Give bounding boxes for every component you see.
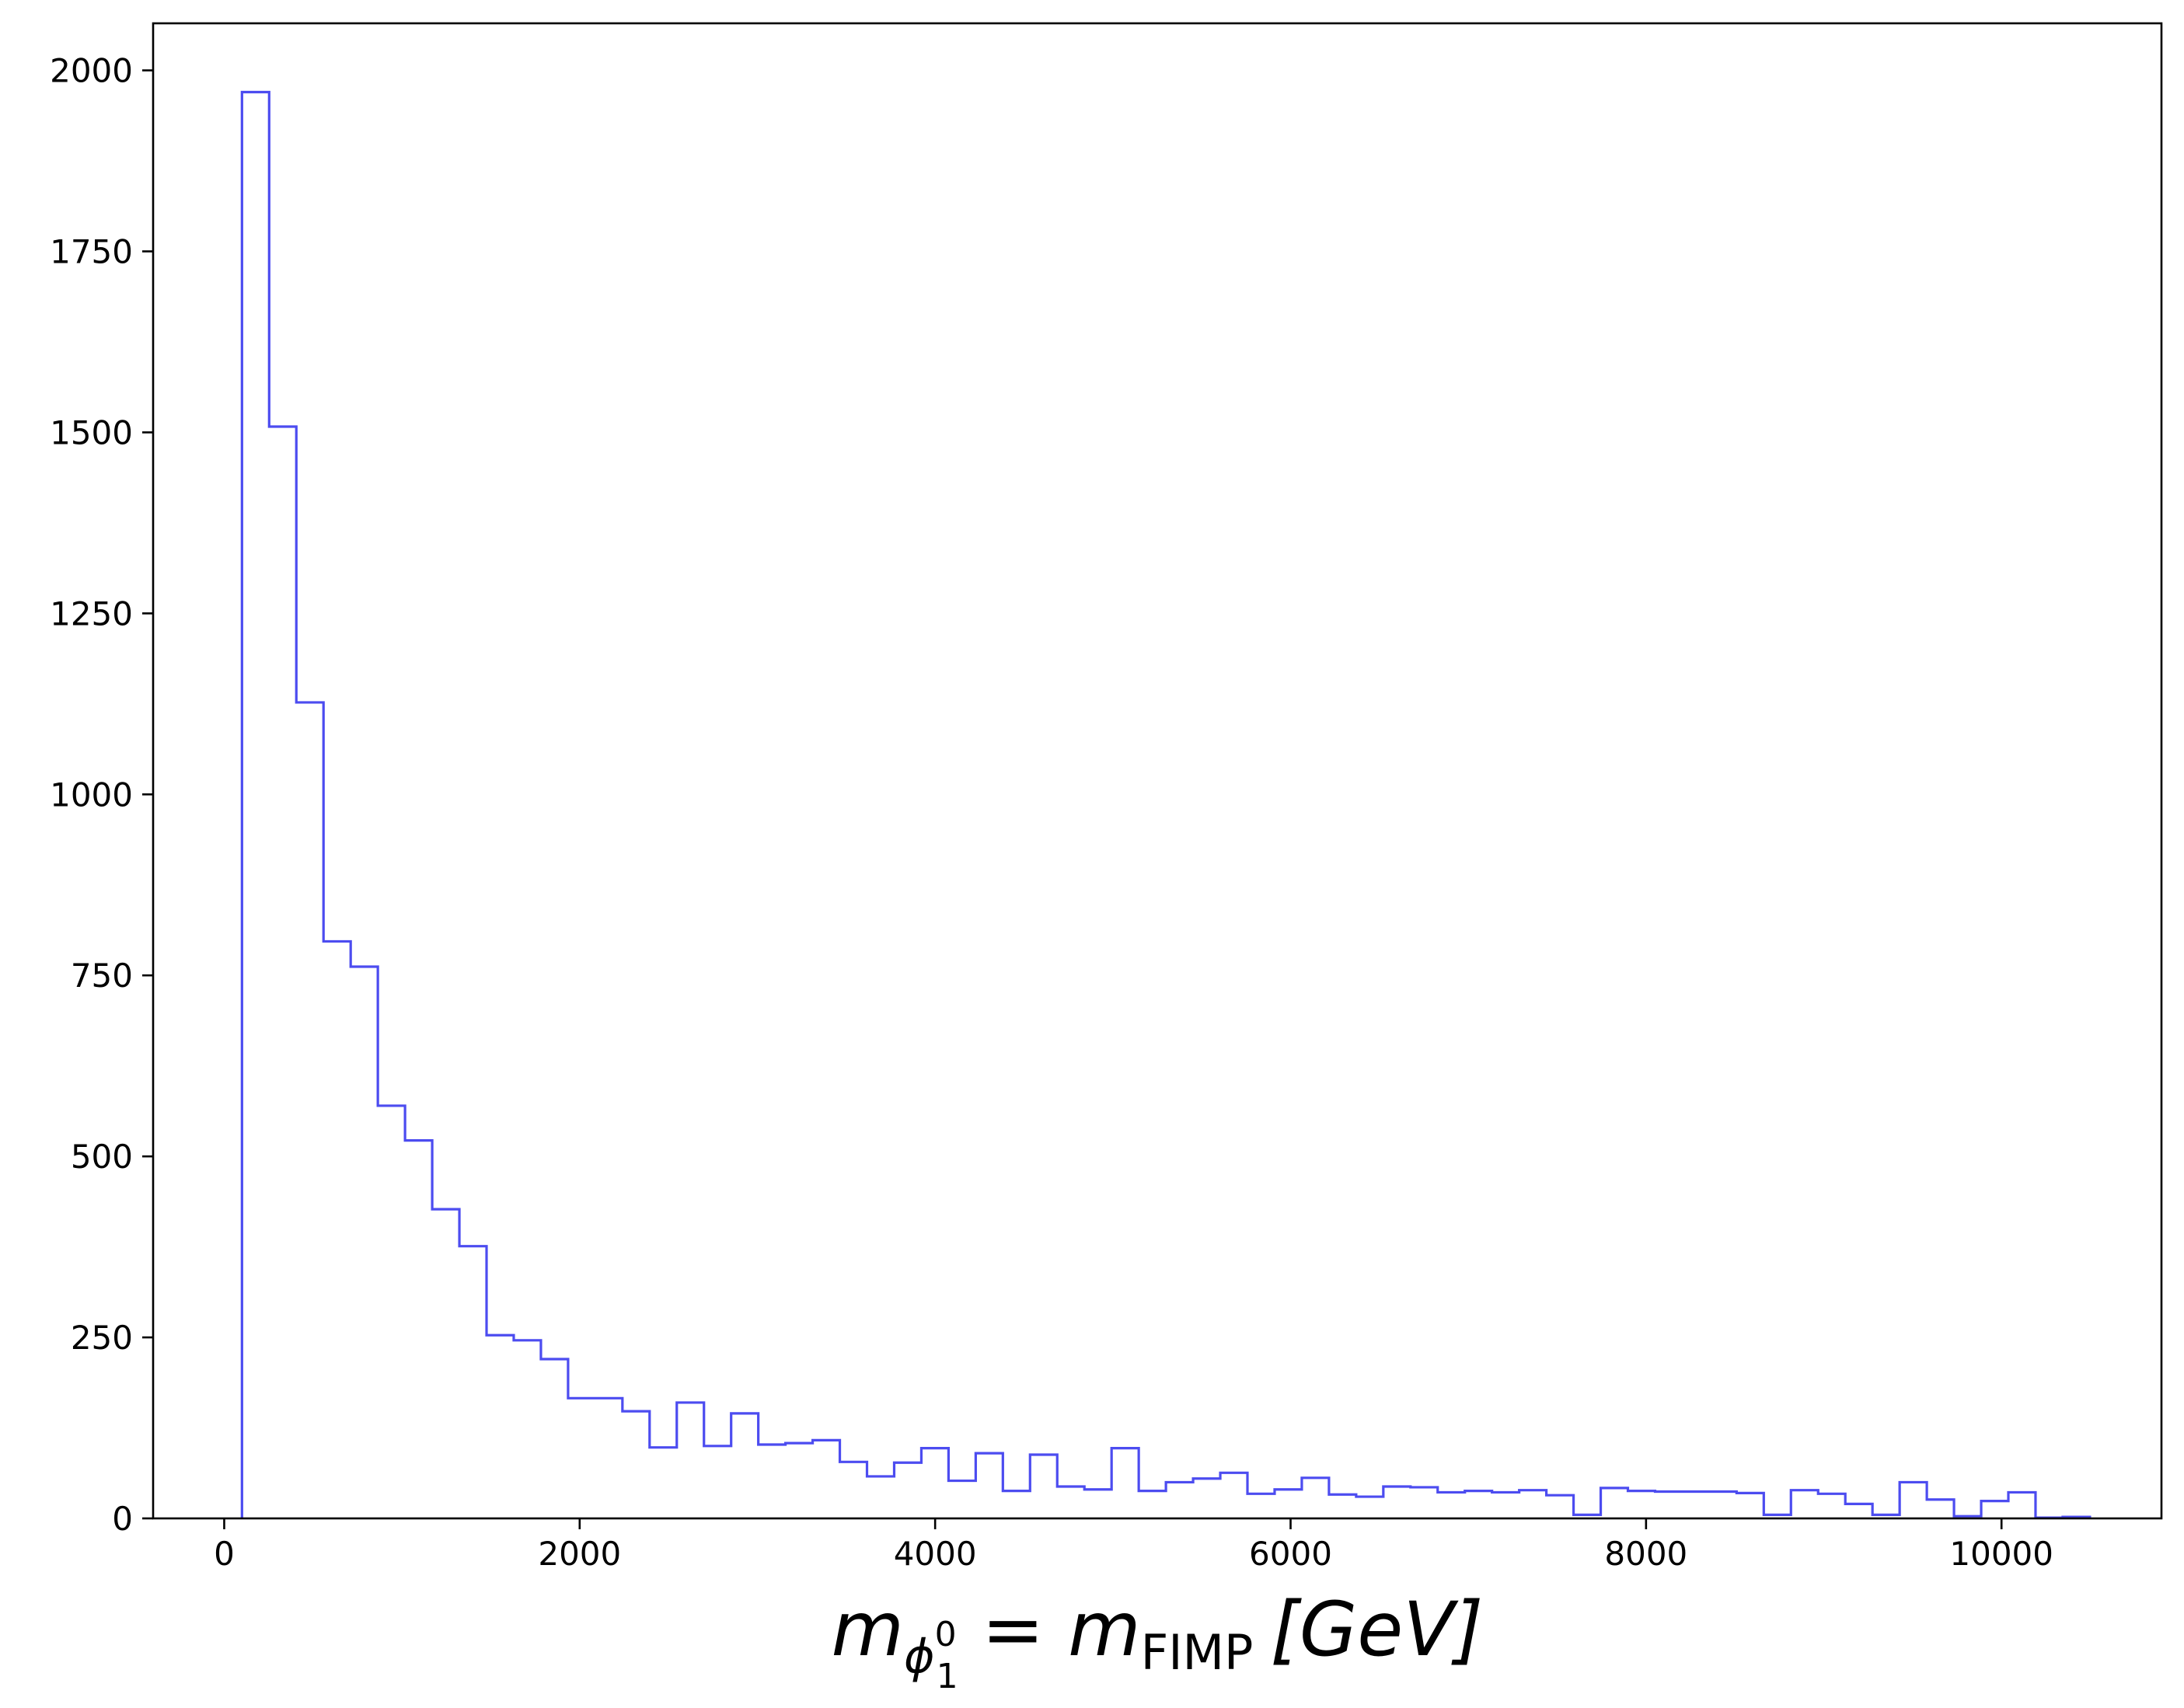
histogram-bin (487, 1335, 514, 1518)
x-tick-label: 8000 (1604, 1535, 1687, 1573)
histogram-bin (405, 1141, 432, 1518)
histogram-bin (704, 1446, 731, 1518)
histogram-bin (677, 1403, 704, 1518)
histogram-bin (1601, 1488, 1628, 1518)
histogram-bin (1411, 1487, 1438, 1518)
histogram-bin (948, 1481, 975, 1518)
histogram-bin (1193, 1479, 1220, 1518)
y-tick-label: 0 (112, 1500, 133, 1538)
histogram-bin (1655, 1492, 1682, 1518)
histogram-bin (1383, 1487, 1411, 1518)
histogram-bin (1628, 1491, 1655, 1518)
x-axis-ticks: 0 2000 4000 6000 8000 10000 (214, 1518, 2053, 1573)
histogram-bin (650, 1448, 677, 1518)
histogram-bin (378, 1106, 405, 1518)
axes-frame (152, 22, 2163, 1520)
histogram-bin (1709, 1492, 1736, 1518)
histogram-bin (1900, 1482, 1927, 1518)
histogram-bin (1139, 1491, 1166, 1518)
histogram-bin (1030, 1455, 1057, 1518)
histogram-bin (1818, 1494, 1845, 1518)
y-tick-label: 1000 (50, 776, 133, 814)
histogram-bin (1927, 1500, 1954, 1518)
histogram-bin (459, 1246, 487, 1518)
y-tick-label: 1750 (50, 232, 133, 270)
histogram-bin (975, 1453, 1003, 1518)
histogram-bin (1519, 1490, 1547, 1518)
histogram-bin (1220, 1473, 1247, 1518)
histogram-bin (432, 1209, 459, 1518)
histogram-bin (568, 1398, 595, 1518)
y-axis-ticks: 0 250 500 750 1000 1250 1500 1750 2000 (50, 52, 153, 1538)
histogram-bin (2008, 1492, 2036, 1518)
x-tick-label: 10000 (1949, 1535, 2053, 1573)
histogram-bin (242, 92, 269, 1518)
histogram-bin (623, 1411, 650, 1518)
y-tick-label: 1500 (50, 413, 133, 451)
histogram-bin (786, 1443, 813, 1518)
y-tick-label: 250 (71, 1319, 133, 1357)
y-tick-label: 2000 (50, 52, 133, 90)
histogram-bin (867, 1476, 895, 1518)
histogram-bin (1084, 1490, 1111, 1518)
x-tick-label: 6000 (1249, 1535, 1332, 1573)
histogram-bin (351, 967, 378, 1518)
histogram-bin (813, 1440, 840, 1518)
histogram-bins (242, 92, 2090, 1518)
x-axis-label: mϕ0 1 = mFIMP [GeV] (832, 1586, 1484, 1696)
histogram-bin (1547, 1495, 1574, 1518)
histogram-bin (1492, 1492, 1519, 1518)
histogram-bin (759, 1445, 786, 1518)
histogram-step-outline (240, 90, 2092, 1519)
histogram-bin (269, 427, 296, 1518)
histogram-bin (1247, 1494, 1275, 1518)
y-tick-label: 1250 (50, 594, 133, 633)
histogram-bin (1682, 1492, 1709, 1518)
histogram-bin (296, 702, 323, 1518)
histogram-bin (1302, 1478, 1329, 1518)
y-tick-label: 500 (71, 1138, 133, 1176)
histogram-bin (1845, 1504, 1872, 1518)
histogram-bin (1438, 1492, 1465, 1518)
x-tick-label: 0 (214, 1535, 235, 1573)
histogram-bin (1057, 1487, 1084, 1518)
histogram-bin (323, 941, 351, 1518)
histogram-bin (894, 1462, 921, 1518)
histogram-bin (514, 1340, 541, 1518)
histogram-bin (541, 1359, 568, 1518)
y-tick-label: 750 (71, 957, 133, 995)
histogram-bin (1275, 1490, 1302, 1518)
histogram-bin (1791, 1490, 1818, 1518)
histogram-bin (595, 1398, 623, 1518)
histogram-bin (1465, 1491, 1492, 1518)
x-tick-label: 4000 (894, 1535, 977, 1573)
histogram-bin (1003, 1491, 1030, 1518)
x-tick-label: 2000 (538, 1535, 621, 1573)
histogram-bin (1329, 1494, 1356, 1518)
histogram-bin (1166, 1482, 1193, 1518)
histogram-bin (1111, 1448, 1139, 1518)
histogram-bin (840, 1462, 867, 1518)
histogram-bin (921, 1448, 948, 1518)
histogram-bin (1736, 1493, 1764, 1518)
histogram-bin (1356, 1497, 1383, 1518)
histogram-bin (731, 1413, 759, 1518)
histogram-bin (1981, 1501, 2008, 1518)
